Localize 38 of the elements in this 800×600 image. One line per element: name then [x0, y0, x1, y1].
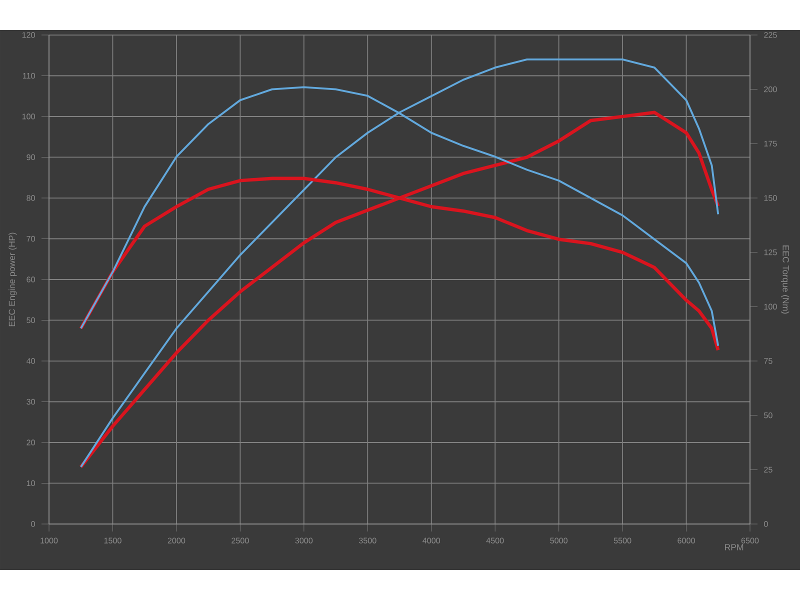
y-tick-label: 90: [26, 154, 35, 160]
y-tick-label: 100: [22, 114, 35, 120]
x-tick-label: 1500: [104, 538, 122, 544]
y-tick-label: 110: [23, 72, 35, 79]
y-tick-label: 80: [26, 195, 35, 201]
y-axis-title: EEC Engine power (HP): [8, 232, 17, 326]
x-tick-label: 1000: [40, 538, 58, 544]
x-tick-label: 5500: [614, 538, 632, 544]
y2-tick-label: 50: [764, 412, 772, 418]
x-tick-label: 3000: [295, 538, 313, 544]
y-tick-label: 10: [26, 480, 35, 486]
y2-tick-label: 100: [764, 304, 777, 310]
y2-axis-title: EEC Torque (Nm): [780, 246, 790, 314]
y-tick-label: 30: [26, 398, 35, 405]
y2-tick-label: 25: [764, 466, 772, 473]
y-tick-label: 20: [26, 440, 35, 446]
x-tick-label: 5000: [550, 538, 568, 544]
x-axis-title: RPM: [724, 544, 744, 550]
y2-tick-label: 175: [764, 140, 777, 146]
x-tick-label: 4500: [486, 538, 504, 544]
y-tick-label: 0: [31, 521, 35, 527]
x-tick-label: 2000: [168, 538, 186, 544]
y2-tick-label: 0: [764, 521, 768, 527]
x-tick-label: 2500: [232, 538, 249, 544]
x-tick-label: 4000: [422, 538, 440, 544]
x-tick-label: 6000: [678, 538, 695, 544]
y-tick-label: 40: [26, 358, 35, 364]
y-tick-label: 50: [26, 317, 35, 324]
y-tick-label: 60: [26, 276, 35, 282]
y2-tick-label: 125: [764, 249, 777, 256]
x-tick-label: 6500: [741, 538, 759, 544]
y-tick-label: 70: [26, 236, 35, 242]
y2-tick-label: 75: [764, 358, 772, 364]
x-tick-label: 3500: [358, 538, 376, 544]
y2-tick-label: 225: [764, 32, 777, 38]
y2-tick-label: 150: [764, 195, 777, 201]
y2-tick-label: 200: [764, 86, 777, 92]
y-tick-label: 120: [22, 32, 35, 38]
